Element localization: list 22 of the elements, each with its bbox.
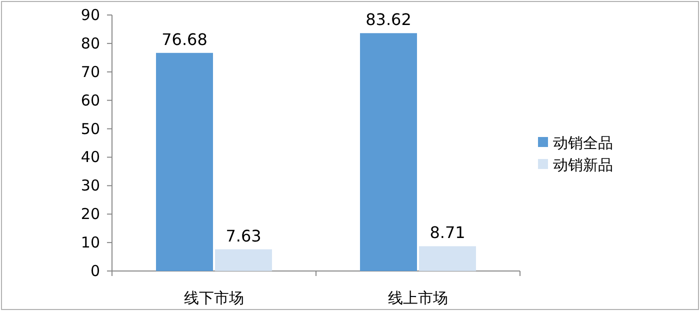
y-tick-label: 50 xyxy=(80,120,100,138)
y-tick-label: 60 xyxy=(80,91,100,110)
y-tick-label: 10 xyxy=(80,234,100,252)
x-tick-label: 线下市场 xyxy=(184,289,244,307)
data-label: 76.68 xyxy=(162,30,208,49)
data-label: 8.71 xyxy=(430,223,466,242)
data-label: 7.63 xyxy=(226,226,262,246)
y-tick-label: 90 xyxy=(80,6,100,24)
bar xyxy=(156,52,213,271)
x-tick-label: 线上市场 xyxy=(388,289,448,307)
bar xyxy=(419,246,476,271)
y-tick-label: 70 xyxy=(80,62,100,81)
bar xyxy=(360,33,417,271)
y-tick-label: 0 xyxy=(90,262,100,280)
y-tick-label: 30 xyxy=(80,176,100,195)
y-tick-label: 20 xyxy=(80,205,100,224)
legend-label: 动销全品 xyxy=(553,134,613,152)
y-tick-label: 40 xyxy=(80,148,100,166)
y-tick-label: 80 xyxy=(80,34,100,52)
legend-label: 动销新品 xyxy=(553,156,613,174)
data-label: 83.62 xyxy=(366,10,412,30)
bar xyxy=(215,249,272,271)
